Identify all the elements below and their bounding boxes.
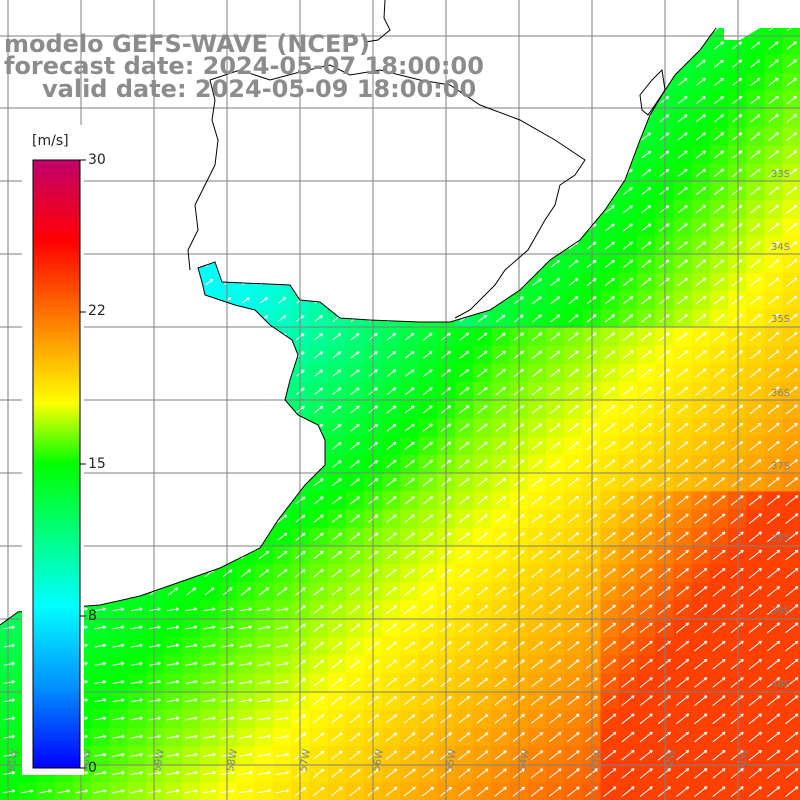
latitude-label: 39S bbox=[771, 606, 790, 617]
colorbar-unit: [m/s] bbox=[32, 133, 69, 149]
latitude-label: 34S bbox=[771, 242, 790, 253]
field-cell bbox=[709, 28, 729, 37]
field-cell bbox=[746, 28, 765, 37]
latitude-label: 40S bbox=[771, 679, 790, 690]
latitude-label: 33S bbox=[771, 169, 790, 180]
field-cell bbox=[764, 28, 784, 37]
field-cell bbox=[782, 782, 800, 800]
colorbar-tick-15: 15 bbox=[88, 456, 106, 472]
colorbar-tick-8: 8 bbox=[88, 608, 97, 624]
colorbar-tick-0: 0 bbox=[88, 760, 97, 776]
colorbar-tick-30: 30 bbox=[88, 152, 106, 168]
field-cell bbox=[782, 28, 800, 37]
latitude-label: 37S bbox=[771, 461, 790, 472]
latitude-label: 36S bbox=[771, 388, 790, 399]
valid-date: valid date: 2024-05-09 18:00:00 bbox=[42, 75, 477, 103]
latitude-label: 35S bbox=[771, 314, 790, 325]
colorbar bbox=[32, 159, 81, 769]
colorbar-tick-22: 22 bbox=[88, 303, 106, 319]
latitude-label: 38S bbox=[771, 533, 790, 544]
